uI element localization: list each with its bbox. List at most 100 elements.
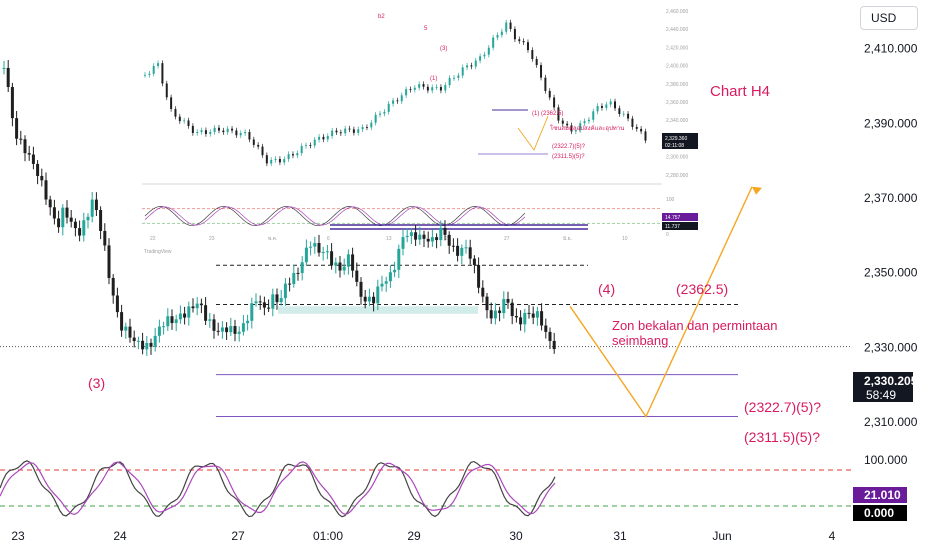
inset-osc-value-1: 14.757 [665,215,681,221]
candle-body [195,303,199,309]
candle-body [409,232,413,236]
inset-candle-body [600,105,603,108]
inset-candle-body [144,74,146,76]
inset-candle-body [322,136,325,140]
inset-candle-body [635,126,638,129]
candle-body [225,327,229,333]
candle-body [94,199,98,210]
inset-candle-body [570,125,573,132]
inset-candle-body [196,131,199,134]
inset-candle-body [257,144,260,147]
inset-y-tick: 2,420.000 [666,45,688,51]
inset-candle-body [331,130,334,137]
inset-candle-body [348,128,351,130]
inset-x-tick: มิ.ย. [563,235,572,242]
inset-osc-badge-1 [662,213,698,221]
y-tick-label: 2,370.000 [864,191,918,205]
inset-candle-body [622,113,625,115]
candle-body [237,331,241,334]
candle-body [367,296,371,302]
inset-candle-body [365,127,368,128]
candle-body [36,163,40,176]
inset-y-tick: 2,280.000 [666,173,688,179]
inset-candle-body [392,100,395,104]
inset-x-tick: 6 [327,236,330,242]
inset-candle-body [370,122,373,128]
inset-candle-body [457,75,460,78]
inset-candle-body [461,67,464,76]
inset-price-2: 02:11:08 [665,143,684,149]
inset-candle-body [287,154,290,160]
candle-body [334,262,338,266]
time-axis[interactable]: 23 24 27 01:00 29 30 31 Jun 4 [11,529,835,543]
candle-body [414,232,418,240]
candle-body [472,258,476,266]
inset-candle-body [379,113,382,115]
inset-candle-body [300,146,303,154]
inset-candle-body [374,114,377,123]
stochastic-oscillator: 21.010 0.000 [0,460,907,521]
inset-candle-body [318,136,321,140]
candle-series [2,60,556,356]
inset-price-badge [662,133,698,149]
inset-y-tick: 2,400.000 [666,64,688,70]
x-tick-label: Jun [712,529,731,543]
inset-candle-body [566,123,569,126]
inset-watermark: TradingView [144,249,172,255]
candle-body [363,296,367,302]
inset-candle-body [191,125,194,134]
inset-candle-body [383,111,386,114]
inset-t2: (2311.5)(5)? [552,154,585,160]
inset-wave-1: (1) [430,76,437,82]
candle-body [52,207,56,219]
candle-body [271,294,275,309]
inset-candle-body [344,128,347,134]
candle-body [342,266,346,271]
inset-candle-body [444,85,447,91]
currency-selector-button[interactable]: USD [860,6,918,30]
candle-body [27,153,31,155]
target-label: (2362.5) [676,281,728,297]
inset-candle-body [274,159,277,160]
candle-body [120,312,124,331]
candle-body [262,302,266,308]
candle-body [78,228,82,236]
candle-body [157,326,161,336]
inset-x-tick: พ.ค. [268,236,277,242]
inset-candle-body [231,128,234,131]
candle-body [514,316,518,318]
inset-candle-body [557,107,560,121]
candle-body [304,247,308,263]
inset-candle-body [435,87,438,88]
candle-body [115,295,119,313]
candle-body [170,316,174,324]
candle-body [283,283,287,299]
wave-4-label: (4) [598,281,615,297]
inset-candle-body [352,129,355,133]
candle-body [552,340,556,350]
last-price-badge [853,372,913,402]
inset-candle-body [270,159,273,164]
x-tick-label: 30 [509,529,523,543]
candle-body [338,262,342,271]
inset-y-tick: 2,440.000 [666,27,688,33]
inset-candle-body [187,120,190,126]
candle-body [141,340,145,350]
inset-candle-body [291,154,294,156]
price-axis[interactable]: 2,310.000 2,330.000 2,350.000 2,370.000 2,39… [864,0,918,467]
inset-candle-body [592,111,595,120]
x-tick-label: 23 [11,529,25,543]
candle-body [325,251,329,253]
inset-candle-body [531,50,534,60]
inset-candle-body [487,47,490,55]
y-tick-label: 2,410.000 [864,42,918,56]
candle-body [275,294,279,303]
inset-t1: (2322.7)(5)? [552,144,586,150]
inset-candle-body [544,77,547,91]
candle-body [418,234,422,240]
inset-candle-body [200,130,203,132]
osc-d-line [0,461,556,515]
inset-candle-body [452,77,455,79]
osc-zero-badge [853,505,907,521]
